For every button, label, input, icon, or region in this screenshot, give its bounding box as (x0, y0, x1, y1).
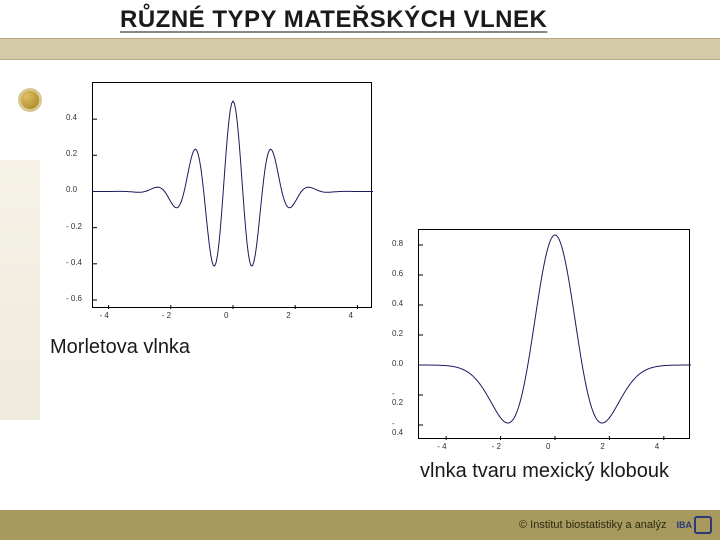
x-tick-label: - 4 (100, 311, 109, 320)
side-decoration (0, 160, 40, 420)
y-tick-label: - 0.4 (66, 258, 89, 267)
iba-badge: IBA (677, 516, 713, 534)
morlet-frame (92, 82, 372, 308)
y-tick-label: 0.6 (392, 269, 407, 278)
y-tick-label: - 0.2 (66, 222, 89, 231)
page-title: RŮZNÉ TYPY MATEŘSKÝCH VLNEK (120, 6, 547, 34)
header-band (0, 38, 720, 60)
iba-square-icon (694, 516, 712, 534)
y-tick-label: 0.2 (66, 149, 89, 158)
y-tick-label: 0.0 (66, 185, 89, 194)
y-tick-label: 0.4 (392, 299, 407, 308)
y-tick-label: 0.2 (392, 329, 407, 338)
x-tick-label: 4 (348, 311, 352, 320)
y-tick-label: 0.0 (392, 359, 407, 368)
morlet-curve (93, 83, 373, 309)
morlet-chart: - 4 - 2 0 2 4 - 0.6 - 0.4 - 0.2 0.0 0.2 0.4 (62, 78, 376, 328)
x-tick-label: - 2 (492, 442, 501, 451)
bullet-icon (18, 88, 42, 112)
x-tick-label: - 2 (162, 311, 171, 320)
morlet-caption: Morletova vlnka (50, 336, 190, 359)
footer: © Institut biostatistiky a analýz IBA (0, 510, 720, 540)
y-tick-label: 0.4 (66, 113, 89, 122)
x-tick-label: 0 (224, 311, 228, 320)
mexhat-caption: vlnka tvaru mexický klobouk (420, 460, 669, 483)
y-tick-label: - 0.6 (66, 294, 89, 303)
mexhat-chart: - 4 - 2 0 2 4 - 0.4 - 0.2 0.0 0.2 0.4 0.6 0.8 (388, 225, 694, 457)
footer-text: © Institut biostatistiky a analýz (519, 519, 667, 531)
y-tick-label: - 0.4 (392, 419, 407, 437)
y-tick-label: - 0.2 (392, 389, 407, 407)
x-tick-label: - 4 (437, 442, 446, 451)
x-tick-label: 2 (286, 311, 290, 320)
iba-text: IBA (677, 520, 693, 530)
x-tick-label: 4 (655, 442, 659, 451)
x-tick-label: 2 (600, 442, 604, 451)
x-tick-label: 0 (546, 442, 550, 451)
mexhat-curve (419, 230, 691, 440)
y-tick-label: 0.8 (392, 239, 407, 248)
mexhat-frame (418, 229, 690, 439)
